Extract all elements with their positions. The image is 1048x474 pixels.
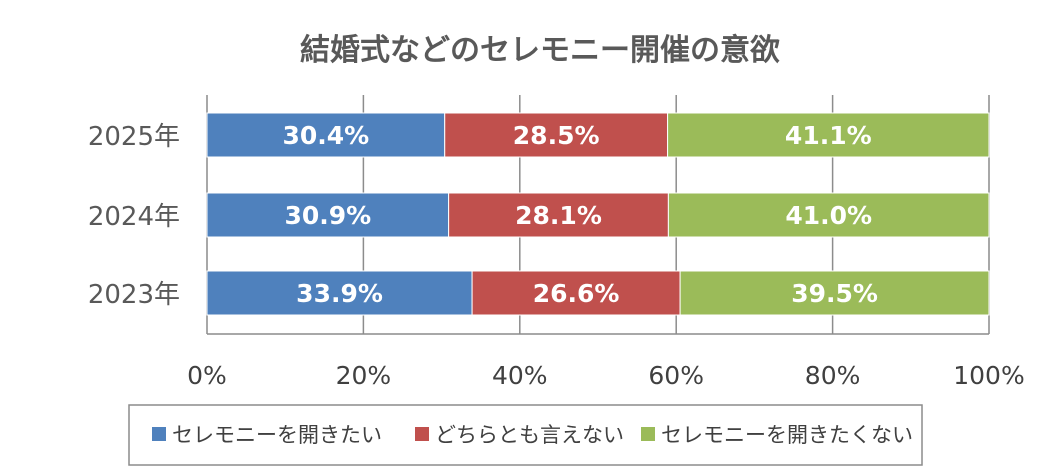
legend-box bbox=[128, 404, 923, 466]
bar-segment bbox=[667, 192, 990, 238]
x-tick-label: 20% bbox=[336, 361, 392, 390]
data-label: 39.5% bbox=[791, 279, 878, 308]
category-label: 2025年 bbox=[88, 122, 180, 152]
x-tick-label: 0% bbox=[187, 361, 227, 390]
x-tick-label: 60% bbox=[648, 361, 704, 390]
data-label: 30.9% bbox=[284, 201, 371, 230]
x-tick-label: 40% bbox=[492, 361, 548, 390]
legend-swatch bbox=[641, 427, 655, 441]
legend-label: セレモニーを開きたい bbox=[172, 423, 382, 447]
bar-segment bbox=[206, 112, 446, 158]
bar-segments: 30.4% 28.5% 41.1% 30.9% 28.1% 41.0% 33.9% 26.6%… bbox=[206, 112, 990, 316]
bar-segment bbox=[206, 192, 450, 238]
category-labels: 2025年 2024年 2023年 bbox=[88, 122, 180, 310]
bar-segment bbox=[667, 112, 990, 158]
x-axis-tick-labels: 0% 20% 40% 60% 80% 100% bbox=[187, 361, 1025, 390]
legend-swatch bbox=[415, 427, 429, 441]
data-label: 28.5% bbox=[513, 121, 600, 150]
data-label: 41.1% bbox=[785, 121, 872, 150]
legend-swatch bbox=[152, 427, 166, 441]
legend-label: どちらとも言えない bbox=[435, 423, 624, 447]
data-label: 41.0% bbox=[785, 201, 872, 230]
legend: セレモニーを開きたい どちらとも言えない セレモニーを開きたくない bbox=[128, 404, 923, 466]
data-label: 30.4% bbox=[282, 121, 369, 150]
category-label: 2024年 bbox=[88, 202, 180, 232]
category-label: 2023年 bbox=[88, 280, 180, 310]
chart-title: 結婚式などのセレモニー開催の意欲 bbox=[300, 33, 780, 68]
data-label: 28.1% bbox=[515, 201, 602, 230]
x-tick-label: 100% bbox=[953, 361, 1024, 390]
data-label: 33.9% bbox=[296, 279, 383, 308]
data-label: 26.6% bbox=[533, 279, 620, 308]
bar-segment bbox=[448, 192, 669, 238]
x-tick-label: 80% bbox=[805, 361, 861, 390]
legend-label: セレモニーを開きたくない bbox=[661, 423, 913, 447]
bar-segment bbox=[444, 112, 669, 158]
bar-segment bbox=[679, 270, 990, 316]
